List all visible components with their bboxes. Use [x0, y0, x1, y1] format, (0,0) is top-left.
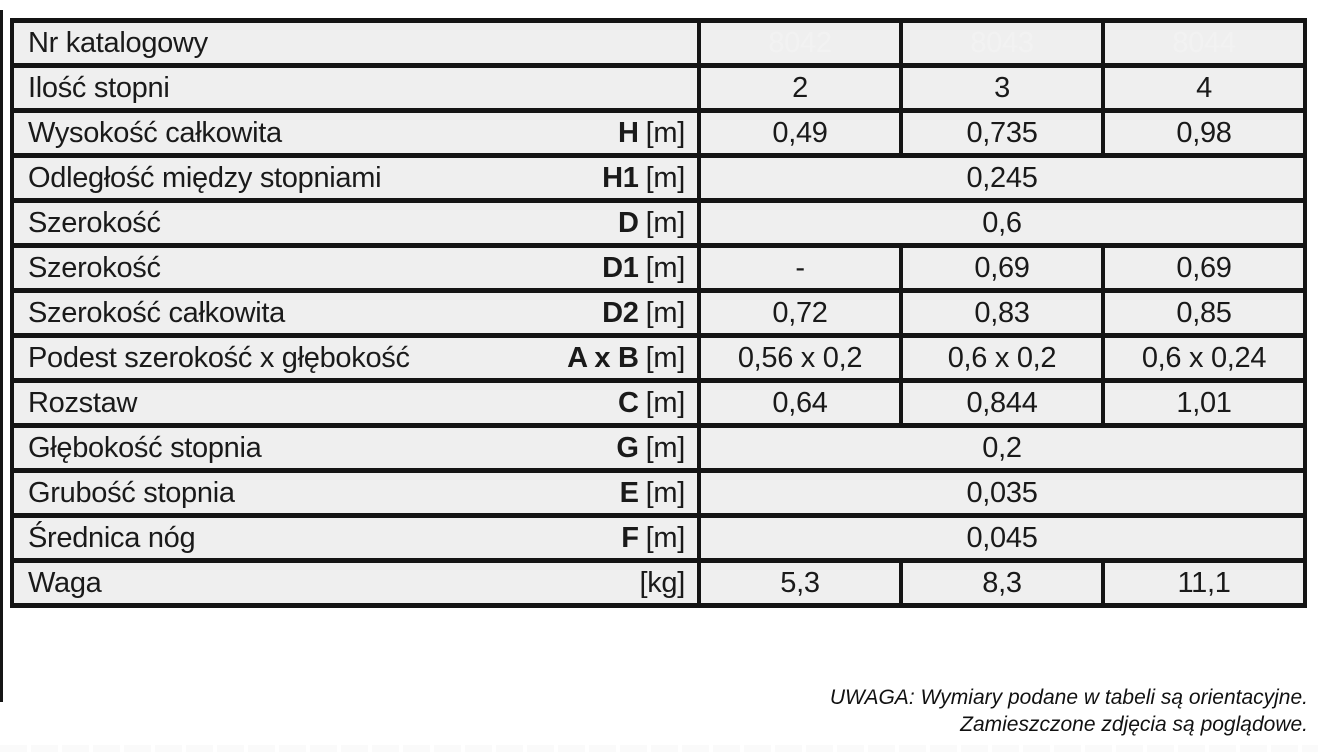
- row-unit: F [m]: [621, 521, 685, 554]
- row-label: Głębokość stopnia: [28, 431, 262, 464]
- catalog-number-label: Nr katalogowy: [28, 26, 208, 59]
- row-label-cell: Waga [kg]: [10, 558, 701, 608]
- merged-value-cell: 0,035: [697, 468, 1307, 518]
- row-unit: H1 [m]: [602, 161, 685, 194]
- row-label-cell: Rozstaw C [m]: [10, 378, 701, 428]
- value-cell: 0,64: [697, 378, 903, 428]
- row-unit: D2 [m]: [602, 296, 685, 329]
- disclaimer-note: UWAGA: Wymiary podane w tabeli są orient…: [830, 684, 1308, 738]
- product-code-8044: 8044: [1101, 18, 1307, 68]
- value-cell: 0,6 x 0,24: [1101, 333, 1307, 383]
- row-label-cell: Szerokość D1 [m]: [10, 243, 701, 293]
- left-edge-crop-line: [0, 10, 3, 702]
- table-header-row: Nr katalogowy 8042 8043 8044: [10, 18, 1307, 68]
- row-label: Szerokość: [28, 206, 161, 239]
- value-cell: 0,735: [899, 108, 1105, 158]
- catalog-number-header: Nr katalogowy: [10, 18, 701, 68]
- value-cell: 0,69: [899, 243, 1105, 293]
- table-row-step-distance: Odległość między stopniami H1 [m] 0,245: [10, 153, 1307, 203]
- table-row-step-thickness: Grubość stopnia E [m] 0,035: [10, 468, 1307, 518]
- table-row-platform: Podest szerokość x głębokość A x B [m] 0,…: [10, 333, 1307, 383]
- disclaimer-line-1: UWAGA: Wymiary podane w tabeli są orient…: [829, 686, 1308, 709]
- merged-value-cell: 0,2: [697, 423, 1307, 473]
- product-code-8042: 8042: [697, 18, 903, 68]
- value-cell: 11,1: [1101, 558, 1307, 608]
- value-cell: 0,98: [1101, 108, 1307, 158]
- row-unit: E [m]: [619, 476, 686, 509]
- row-label-cell: Szerokość D [m]: [10, 198, 701, 248]
- value-cell: 0,56 x 0,2: [697, 333, 903, 383]
- row-label: Grubość stopnia: [28, 476, 235, 509]
- table-row-width-d: Szerokość D [m] 0,6: [10, 198, 1307, 248]
- value-cell: 2: [697, 63, 903, 113]
- table-row-total-height: Wysokość całkowita H [m] 0,49 0,735 0,98: [10, 108, 1307, 158]
- table-row-leg-diameter: Średnica nóg F [m] 0,045: [10, 513, 1307, 563]
- table-row-steps: Ilość stopni 2 3 4: [10, 63, 1307, 113]
- value-cell: 3: [899, 63, 1105, 113]
- table-row-total-width-d2: Szerokość całkowita D2 [m] 0,72 0,83 0,85: [10, 288, 1307, 338]
- merged-value-cell: 0,245: [697, 153, 1307, 203]
- product-spec-table: Nr katalogowy 8042 8043 8044 Ilość stopn…: [10, 18, 1307, 608]
- cropped-next-row-strip: [0, 745, 1318, 752]
- table-row-spread: Rozstaw C [m] 0,64 0,844 1,01: [10, 378, 1307, 428]
- row-label: Rozstaw: [28, 386, 138, 419]
- row-label: Odległość między stopniami: [28, 161, 382, 194]
- row-unit: [678, 72, 685, 105]
- row-label: Waga: [28, 566, 102, 599]
- row-label: Podest szerokość x głębokość: [28, 341, 410, 374]
- value-cell: 1,01: [1101, 378, 1307, 428]
- row-label-cell: Szerokość całkowita D2 [m]: [10, 288, 701, 338]
- row-label-cell: Głębokość stopnia G [m]: [10, 423, 701, 473]
- row-unit: [kg]: [639, 566, 685, 599]
- value-cell: 0,844: [899, 378, 1105, 428]
- row-label: Ilość stopni: [28, 71, 170, 104]
- row-label-cell: Podest szerokość x głębokość A x B [m]: [10, 333, 701, 383]
- merged-value-cell: 0,045: [697, 513, 1307, 563]
- row-unit: A x B [m]: [567, 341, 685, 374]
- product-code-8043: 8043: [899, 18, 1105, 68]
- row-label: Szerokość: [28, 251, 161, 284]
- value-cell: 0,72: [697, 288, 903, 338]
- row-unit: G [m]: [616, 431, 685, 464]
- row-label-cell: Odległość między stopniami H1 [m]: [10, 153, 701, 203]
- row-label-cell: Wysokość całkowita H [m]: [10, 108, 701, 158]
- row-label-cell: Ilość stopni: [10, 63, 701, 113]
- row-unit: D1 [m]: [602, 251, 685, 284]
- value-cell: 0,83: [899, 288, 1105, 338]
- table-row-step-depth: Głębokość stopnia G [m] 0,2: [10, 423, 1307, 473]
- table-row-weight: Waga [kg] 5,3 8,3 11,1: [10, 558, 1307, 608]
- value-cell: 4: [1101, 63, 1307, 113]
- value-cell: 0,49: [697, 108, 903, 158]
- table-row-width-d1: Szerokość D1 [m] - 0,69 0,69: [10, 243, 1307, 293]
- row-label-cell: Grubość stopnia E [m]: [10, 468, 701, 518]
- value-cell: 5,3: [697, 558, 903, 608]
- merged-value-cell: 0,6: [697, 198, 1307, 248]
- row-label-cell: Średnica nóg F [m]: [10, 513, 701, 563]
- row-label: Średnica nóg: [28, 521, 196, 554]
- row-unit: D [m]: [617, 206, 685, 239]
- row-label: Wysokość całkowita: [28, 116, 282, 149]
- value-cell: 0,69: [1101, 243, 1307, 293]
- row-label: Szerokość całkowita: [28, 296, 286, 329]
- value-cell: 8,3: [899, 558, 1105, 608]
- value-cell: 0,6 x 0,2: [899, 333, 1105, 383]
- row-unit: H [m]: [617, 116, 685, 149]
- row-unit: C [m]: [617, 386, 685, 419]
- value-cell: 0,85: [1101, 288, 1307, 338]
- disclaimer-line-2: Zamieszczone zdjęcia są poglądowe.: [960, 713, 1308, 736]
- value-cell: -: [697, 243, 903, 293]
